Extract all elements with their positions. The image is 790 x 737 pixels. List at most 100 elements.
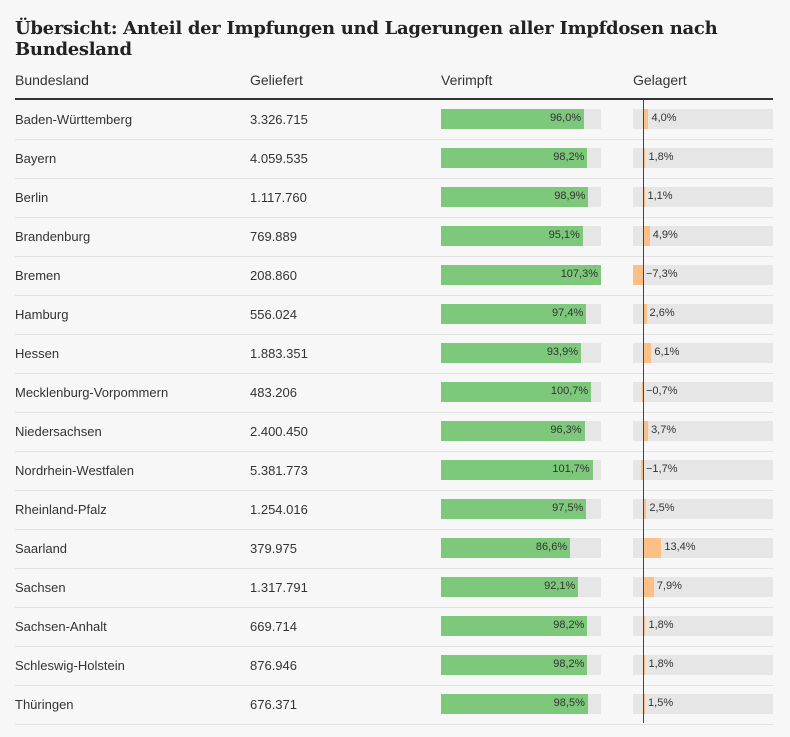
gelagert-track — [633, 499, 773, 519]
geliefert-cell: 676.371 — [250, 697, 297, 712]
table-row: Rheinland-Pfalz 1.254.016 97,5% 2,5% — [15, 490, 773, 530]
bundesland-cell: Bremen — [15, 268, 61, 283]
verimpft-bar — [441, 421, 585, 441]
gelagert-label: 2,6% — [649, 307, 675, 319]
gelagert-label: 1,8% — [648, 658, 674, 670]
verimpft-label: 92,1% — [544, 580, 576, 592]
verimpft-bar — [441, 655, 588, 675]
gelagert-track — [633, 616, 773, 636]
bundesland-cell: Mecklenburg-Vorpommern — [15, 385, 169, 400]
gelagert-track — [633, 460, 773, 480]
gelagert-bar — [643, 694, 646, 714]
table-row: Saarland 379.975 86,6% 13,4% — [15, 529, 773, 569]
gelagert-track — [633, 148, 773, 168]
gelagert-bar — [643, 343, 652, 363]
geliefert-cell: 379.975 — [250, 541, 297, 556]
geliefert-cell: 4.059.535 — [250, 151, 308, 166]
gelagert-track — [633, 304, 773, 324]
gelagert-label: 4,0% — [651, 112, 677, 124]
verimpft-label: 98,2% — [553, 151, 585, 163]
geliefert-cell: 1.117.760 — [250, 190, 307, 205]
gelagert-bar — [643, 538, 662, 558]
bundesland-cell: Baden-Württemberg — [15, 112, 133, 127]
geliefert-cell: 876.946 — [250, 658, 297, 673]
gelagert-label: 1,8% — [648, 619, 674, 631]
gelagert-label: 3,7% — [651, 424, 677, 436]
gelagert-track — [633, 577, 773, 597]
geliefert-cell: 483.206 — [250, 385, 297, 400]
verimpft-bar — [441, 187, 589, 207]
verimpft-bar — [441, 499, 587, 519]
verimpft-bar — [441, 343, 582, 363]
gelagert-track — [633, 109, 773, 129]
verimpft-bar — [441, 226, 583, 246]
header-divider — [15, 98, 773, 100]
geliefert-cell: 208.860 — [250, 268, 297, 283]
verimpft-bar — [441, 538, 571, 558]
header-verimpft: Verimpft — [441, 72, 493, 88]
geliefert-cell: 769.889 — [250, 229, 297, 244]
verimpft-label: 98,5% — [553, 697, 585, 709]
table-row: Niedersachsen 2.400.450 96,3% 3,7% — [15, 412, 773, 452]
verimpft-bar — [441, 304, 587, 324]
header-bundesland: Bundesland — [15, 72, 89, 88]
verimpft-bar — [441, 616, 588, 636]
gelagert-bar — [643, 577, 654, 597]
verimpft-label: 86,6% — [535, 541, 568, 553]
gelagert-label: 1,8% — [648, 151, 674, 163]
gelagert-bar — [643, 226, 650, 246]
gelagert-label: −7,3% — [646, 268, 678, 280]
verimpft-bar — [441, 109, 585, 129]
table-row: Mecklenburg-Vorpommern 483.206 100,7% −0,7% — [15, 373, 773, 413]
verimpft-label: 98,2% — [553, 619, 585, 631]
gelagert-track — [633, 265, 773, 285]
gelagert-label: 13,4% — [664, 541, 696, 553]
gelagert-bar — [643, 421, 649, 441]
bundesland-cell: Nordrhein-Westfalen — [15, 463, 134, 478]
verimpft-bar — [441, 460, 593, 480]
gelagert-label: 1,5% — [648, 697, 674, 709]
gelagert-bar — [640, 460, 643, 480]
gelagert-track — [633, 187, 773, 207]
gelagert-bar — [643, 109, 649, 129]
gelagert-bar — [643, 499, 647, 519]
bundesland-cell: Sachsen-Anhalt — [15, 619, 107, 634]
bundesland-cell: Niedersachsen — [15, 424, 102, 439]
geliefert-cell: 1.254.016 — [250, 502, 308, 517]
gelagert-label: 6,1% — [654, 346, 680, 358]
bundesland-cell: Saarland — [15, 541, 68, 556]
header-gelagert: Gelagert — [633, 72, 687, 88]
gelagert-track — [633, 421, 773, 441]
gelagert-label: 2,5% — [649, 502, 675, 514]
gelagert-label: −0,7% — [646, 385, 678, 397]
geliefert-cell: 2.400.450 — [250, 424, 308, 439]
verimpft-label: 96,0% — [549, 112, 582, 124]
geliefert-cell: 1.317.791 — [250, 580, 308, 595]
verimpft-label: 97,5% — [552, 502, 584, 514]
gelagert-label: −1,7% — [646, 463, 678, 475]
geliefert-cell: 669.714 — [250, 619, 297, 634]
geliefert-cell: 3.326.715 — [250, 112, 308, 127]
verimpft-label: 101,7% — [552, 463, 590, 475]
gelagert-bar — [642, 382, 643, 402]
verimpft-label: 95,1% — [548, 229, 580, 241]
table-row: Schleswig-Holstein 876.946 98,2% 1,8% — [15, 646, 773, 686]
table-row: Bremen 208.860 107,3% −7,3% — [15, 256, 773, 296]
gelagert-track — [633, 694, 773, 714]
geliefert-cell: 556.024 — [250, 307, 297, 322]
table-row: Baden-Württemberg 3.326.715 96,0% 4,0% — [15, 100, 773, 140]
verimpft-bar — [441, 694, 588, 714]
verimpft-label: 98,2% — [553, 658, 585, 670]
verimpft-bar — [441, 148, 588, 168]
table-row: Thüringen 676.371 98,5% 1,5% — [15, 685, 773, 725]
gelagert-label: 4,9% — [652, 229, 678, 241]
gelagert-track — [633, 538, 773, 558]
verimpft-bar — [441, 577, 579, 597]
gelagert-label: 7,9% — [656, 580, 682, 592]
verimpft-bar — [441, 265, 601, 285]
bundesland-cell: Hessen — [15, 346, 60, 361]
verimpft-label: 93,9% — [546, 346, 579, 358]
gelagert-track — [633, 655, 773, 675]
table-row: Hessen 1.883.351 93,9% 6,1% — [15, 334, 773, 374]
